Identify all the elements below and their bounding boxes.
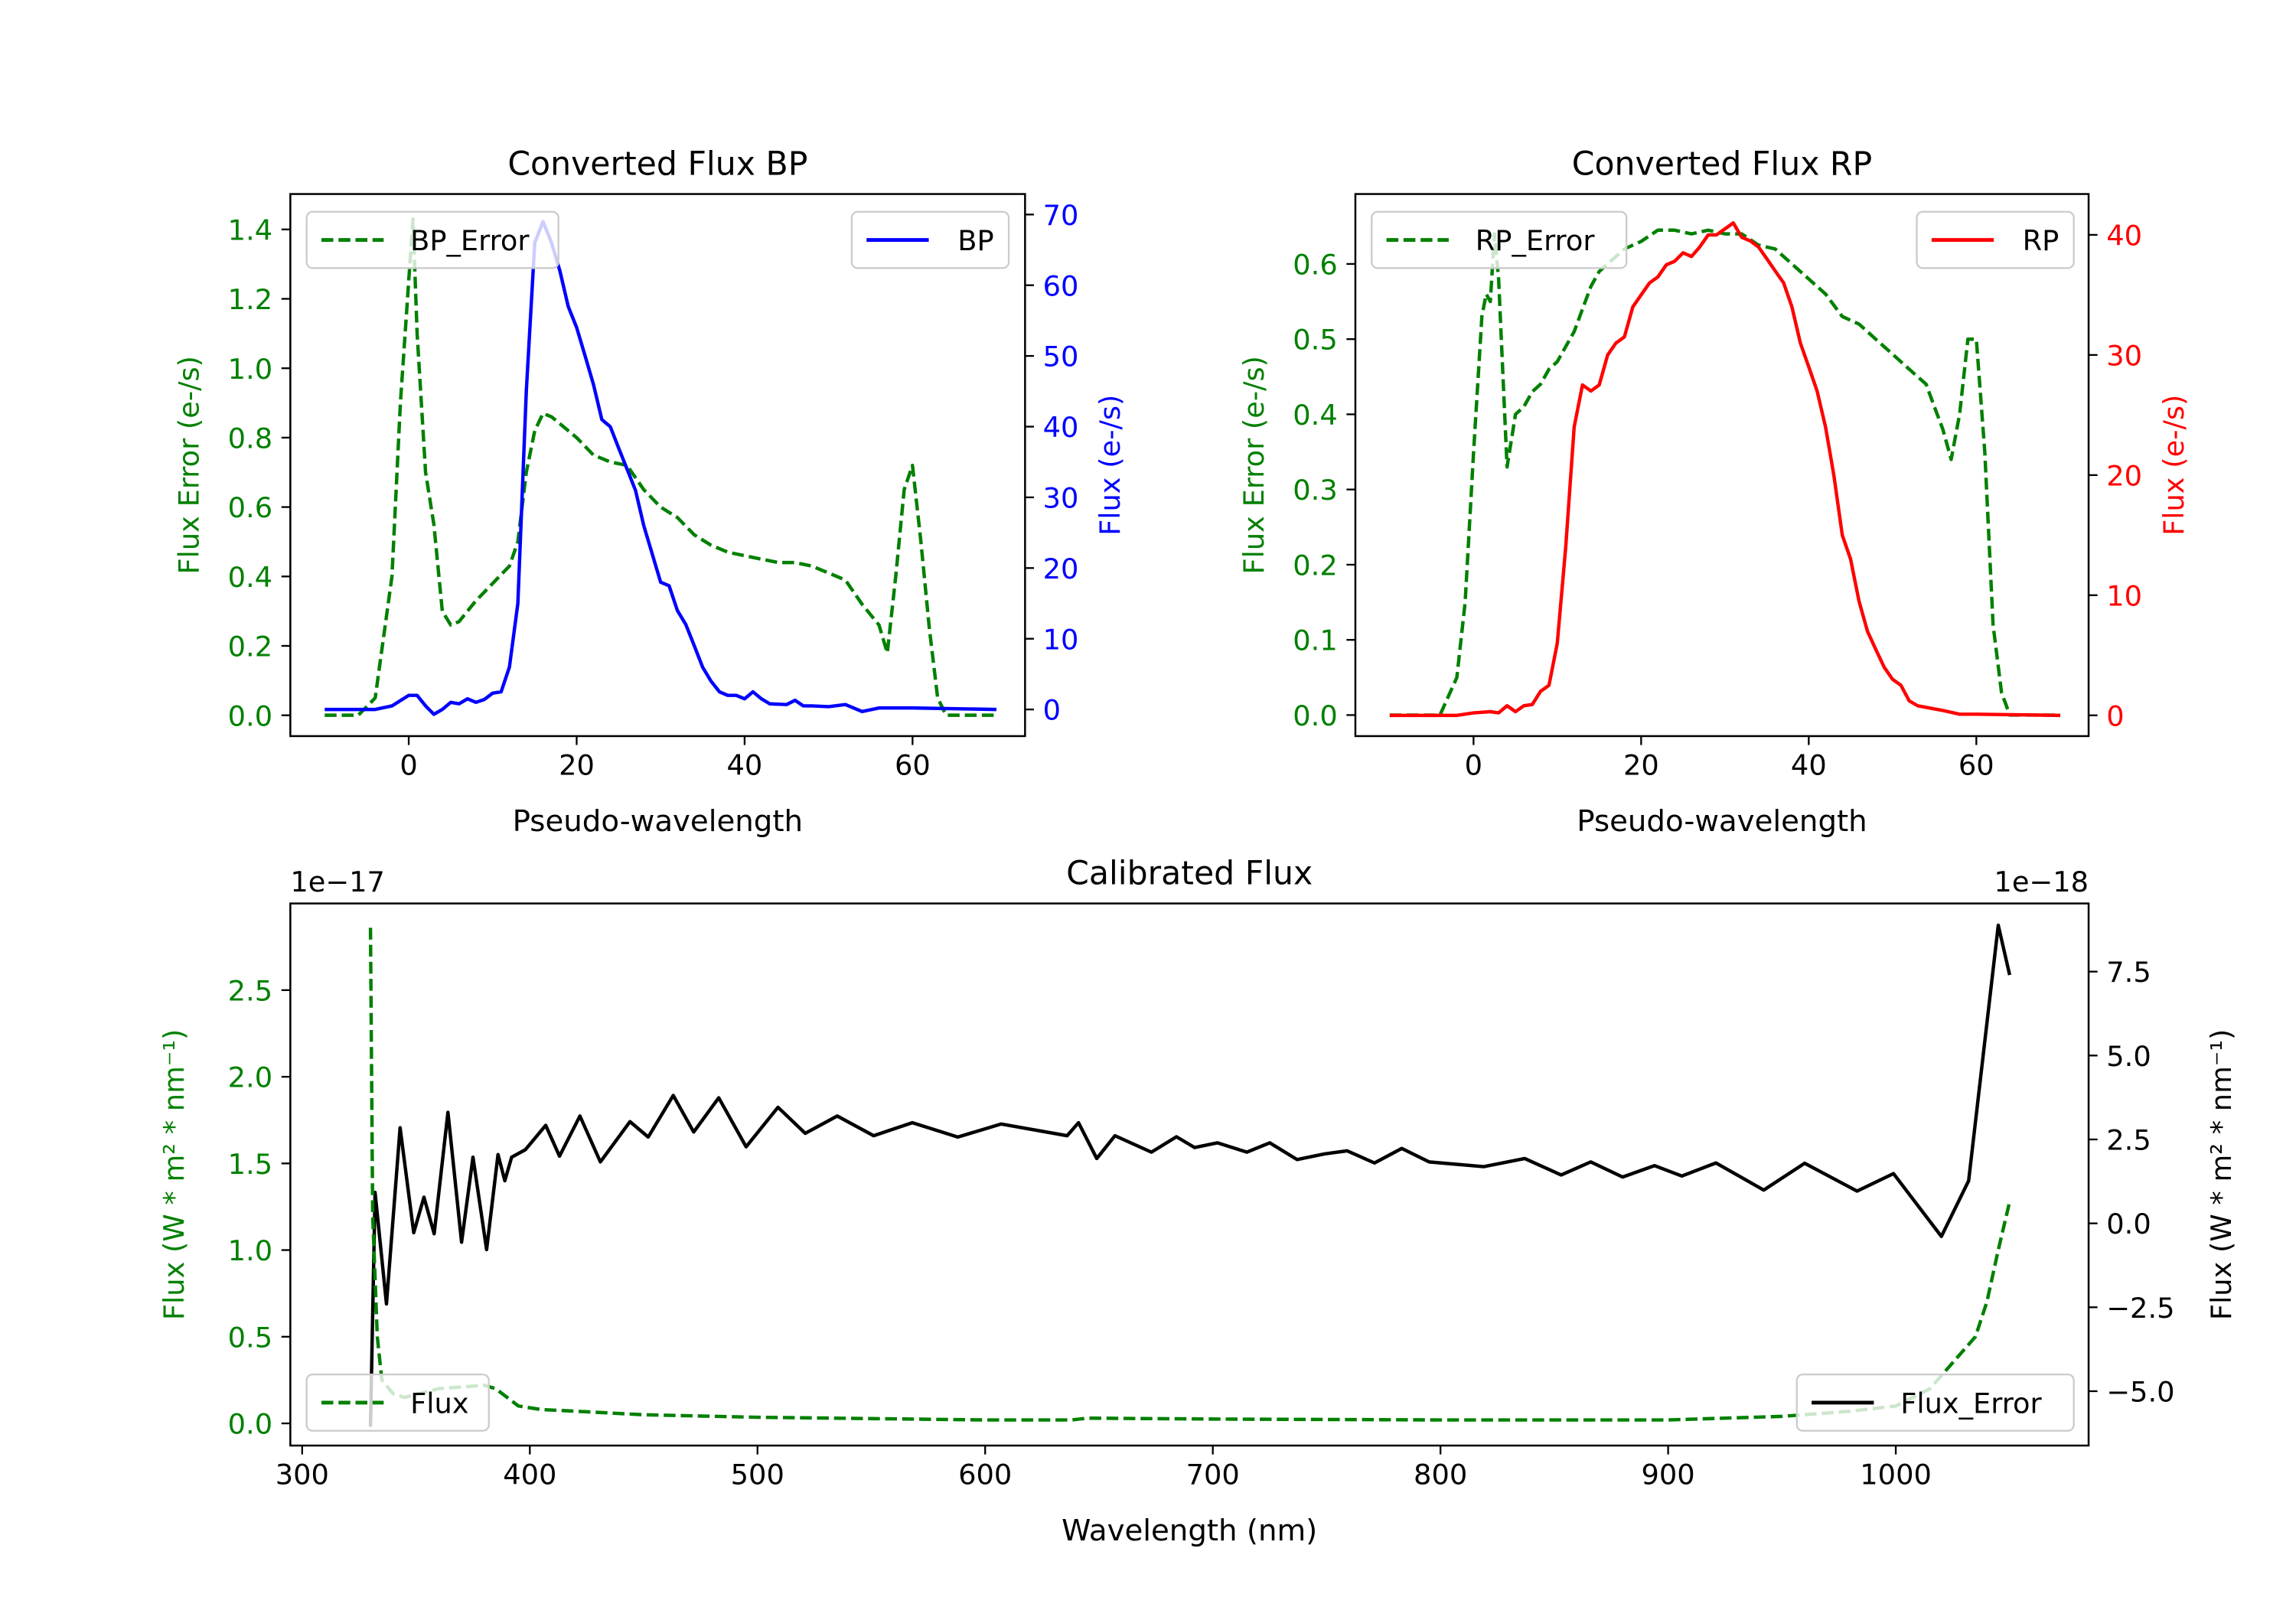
y-right-tick-label: 0 [2106,699,2124,732]
y-right-tick-label: 30 [2106,339,2142,372]
y-left-offset-label: 1e−17 [290,865,385,898]
x-tick-label: 60 [1958,748,1994,781]
x-axis-label: Pseudo-wavelength [513,804,803,839]
x-tick-label: 300 [276,1458,329,1491]
y-right-tick-label: 60 [1043,269,1079,302]
chart-cal: Calibrated Flux 300 400 500 600 700 800 900 1000… [158,854,2238,1547]
x-tick-label: 40 [727,748,763,781]
x-tick-label: 700 [1186,1458,1240,1491]
axes-frame [289,902,2090,1447]
chart-rp: Converted Flux RP 0 20 40 60 Pseudo-wavelengt… [1238,145,2190,838]
series-line-flux [368,923,2012,1427]
legend-right: BP [850,210,1010,269]
x-axis-label: Wavelength (nm) [1062,1514,1317,1548]
x-tick-label: 900 [1642,1458,1695,1491]
y-right-tick-label: 40 [1043,411,1079,444]
series-line-bp-error [325,217,997,717]
x-tick-label: 60 [895,748,931,781]
y-left-tick-label: 0.3 [1293,474,1337,507]
legend-box [1371,210,1628,269]
y-left-tick-label: 2.5 [228,974,272,1007]
x-tick-label: 0 [1465,748,1482,781]
y-right-tick-label: 20 [1043,553,1079,585]
legend-left: Flux [305,1373,490,1432]
x-tick-label: 0 [400,748,417,781]
x-tick-label: 1000 [1860,1458,1932,1491]
y-right-tick-label: 20 [2106,459,2142,492]
chart-title: Converted Flux BP [507,145,807,183]
y-left-axis-label: Flux Error (e-/s) [172,356,205,575]
chart-bp: Converted Flux BP 0 20 40 60 Pseudo-wavelengt… [172,145,1127,838]
y-left-tick-label: 0.5 [1293,324,1337,357]
y-left-tick-label: 0.6 [228,491,272,524]
x-tick-label: 600 [958,1458,1012,1491]
y-left-tick-label: 0.4 [228,561,272,594]
y-left-tick-label: 0.6 [1293,248,1337,281]
y-right-tick-label: 40 [2106,219,2142,252]
x-tick-label: 20 [559,748,595,781]
y-left-tick-label: 1.0 [228,1234,272,1267]
y-left-tick-label: 0.2 [228,631,272,663]
y-right-axis-label: Flux (e-/s) [1094,395,1127,536]
y-left-tick-label: 0.8 [228,422,272,455]
legend-label: BP_Error [410,224,530,257]
y-right-tick-label: 50 [1043,341,1079,373]
y-left-tick-label: 0.0 [1293,699,1337,732]
x-axis-label: Pseudo-wavelength [1577,804,1867,839]
series-line-rp [1389,221,2060,718]
legend-right: Flux_Error [1795,1373,2075,1432]
y-right-tick-label: 0 [1043,694,1061,727]
legend-box [305,210,559,269]
axes-frame [1354,193,2090,738]
y-right-tick-label: 10 [2106,579,2142,612]
chart-title: Calibrated Flux [1066,854,1313,892]
y-left-axis-label: Flux Error (e-/s) [1238,356,1270,575]
x-tick-label: 20 [1623,748,1659,781]
legend-box [850,210,1010,269]
y-left-tick-label: 0.0 [228,1408,272,1441]
y-left-tick-label: 1.2 [228,283,272,316]
y-left-tick-label: 1.5 [228,1148,272,1181]
y-left-tick-label: 1.4 [228,214,272,246]
legend-right: RP [1916,210,2075,269]
y-right-tick-label: 5.0 [2106,1040,2151,1073]
legend-label: Flux_Error [1900,1387,2042,1420]
y-right-tick-label: 10 [1043,623,1079,656]
legend-label: RP [2023,224,2060,257]
y-left-tick-label: 0.4 [1293,399,1337,432]
legend-box [305,1373,490,1432]
y-left-axis-label: Flux (W * m² * nm⁻¹) [158,1029,191,1320]
chart-title: Converted Flux RP [1572,145,1872,183]
x-tick-label: 500 [731,1458,784,1491]
series-line-bp [325,220,997,716]
y-right-tick-label: 70 [1043,199,1079,232]
y-right-axis-label: Flux (W * m² * nm⁻¹) [2205,1029,2238,1320]
legend-left: RP_Error [1371,210,1628,269]
legend-box [1916,210,2075,269]
y-right-axis-label: Flux (e-/s) [2157,395,2190,536]
axes-frame [289,193,1026,738]
x-tick-label: 40 [1791,748,1827,781]
legend-label: RP_Error [1476,224,1596,257]
y-right-tick-label: 30 [1043,481,1079,514]
y-right-tick-label: 0.0 [2106,1208,2151,1240]
legend-box [1795,1373,2075,1432]
y-left-tick-label: 0.2 [1293,549,1337,582]
y-right-tick-label: −2.5 [2106,1292,2174,1325]
y-left-tick-label: 2.0 [228,1061,272,1094]
y-right-tick-label: 2.5 [2106,1124,2151,1157]
y-left-tick-label: 0.1 [1293,624,1337,657]
legend-label: BP [957,224,993,257]
legend-left: BP_Error [305,210,559,269]
y-left-tick-label: 1.0 [228,353,272,386]
y-right-offset-label: 1e−18 [1994,865,2089,898]
y-left-tick-label: 0.5 [228,1321,272,1354]
legend-label: Flux [410,1387,468,1420]
y-left-tick-label: 0.0 [228,699,272,732]
x-tick-label: 800 [1414,1458,1467,1491]
y-right-tick-label: −5.0 [2106,1376,2174,1409]
y-right-tick-label: 7.5 [2106,956,2151,989]
x-tick-label: 400 [503,1458,556,1491]
